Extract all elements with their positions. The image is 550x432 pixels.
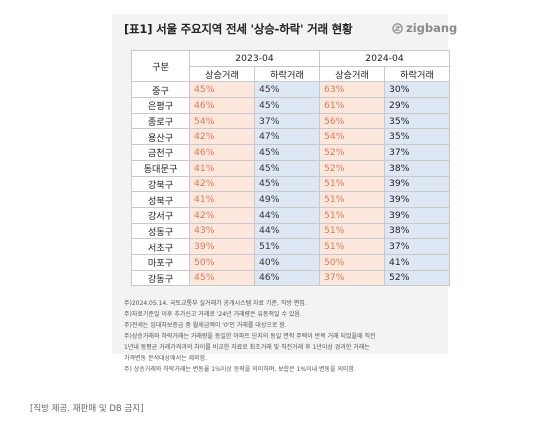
rise-2023-cell: 46%: [189, 144, 255, 161]
copyright-notice: [직방 제공. 재판매 및 DB 금지]: [30, 404, 144, 414]
fall-2023-cell: 44%: [254, 206, 320, 224]
period-2024-header: 2024-04: [319, 50, 450, 67]
period-2023-header: 2023-04: [189, 50, 320, 67]
region-cell: 성북구: [131, 191, 190, 208]
rise-2023-cell: 42%: [189, 128, 255, 146]
fall-2024-cell: 52%: [384, 269, 450, 287]
table-row: 성북구 41% 49% 51% 39%: [131, 191, 450, 208]
table-row: 강서구 42% 44% 51% 39%: [131, 206, 450, 224]
fall-2023-cell: 46%: [254, 269, 320, 287]
rise-2023-cell: 45%: [189, 81, 255, 99]
region-cell: 용산구: [131, 128, 190, 146]
fall-2023-cell: 37%: [254, 112, 320, 130]
table-row: 성동구 43% 44% 51% 38%: [131, 222, 450, 240]
rise-2024-cell: 63%: [319, 81, 385, 99]
footnote: 주)전세는 임대차보증금 중 월세금액이 '0'인 거래를 대상으로 함.: [124, 322, 287, 329]
rise-2024-cell: 56%: [319, 112, 385, 130]
transaction-table: 구분 2023-04 2024-04 상승거래 하락거래 상승거래 하락거래 중…: [131, 49, 450, 287]
brand-logo: zigbang: [392, 21, 457, 35]
sub-header-fall-2024: 하락거래: [384, 65, 450, 83]
sub-header-rise-2023: 상승거래: [189, 65, 255, 83]
region-cell: 중구: [131, 81, 190, 99]
fall-2023-cell: 49%: [254, 191, 320, 208]
rise-2023-cell: 46%: [189, 97, 255, 114]
rise-2024-cell: 52%: [319, 144, 385, 161]
fall-2023-cell: 51%: [254, 238, 320, 255]
region-cell: 강동구: [131, 269, 190, 287]
fall-2023-cell: 47%: [254, 128, 320, 146]
region-cell: 마포구: [131, 253, 190, 271]
region-cell: 서초구: [131, 238, 190, 255]
fall-2024-cell: 35%: [384, 128, 450, 146]
rise-2023-cell: 42%: [189, 175, 255, 193]
sub-header-fall-2023: 하락거래: [254, 65, 320, 83]
table-row: 동대문구 41% 45% 52% 38%: [131, 159, 450, 177]
sub-header-rise-2024: 상승거래: [319, 65, 385, 83]
region-header: 구분: [131, 49, 190, 83]
table-row: 금천구 46% 45% 52% 37%: [131, 144, 450, 161]
footnote: 주)자료기준일 이후 추가신고 거래로 '24년 거래량은 유동적일 수 있음.: [124, 311, 302, 318]
fall-2024-cell: 38%: [384, 222, 450, 240]
region-cell: 은평구: [131, 97, 190, 114]
rise-2023-cell: 39%: [189, 238, 255, 255]
rise-2024-cell: 52%: [319, 159, 385, 177]
fall-2023-cell: 45%: [254, 159, 320, 177]
region-cell: 강서구: [131, 206, 190, 224]
fall-2024-cell: 38%: [384, 159, 450, 177]
table-row: 서초구 39% 51% 51% 37%: [131, 238, 450, 255]
fall-2023-cell: 45%: [254, 97, 320, 114]
footnote: 주)상승거래와 하락거래는 거래량을 동일한 아파트 단지의 동일 면적 주택이…: [124, 333, 376, 340]
fall-2024-cell: 37%: [384, 144, 450, 161]
fall-2024-cell: 41%: [384, 253, 450, 271]
table-row: 중구 45% 45% 63% 30%: [131, 81, 450, 99]
region-cell: 강북구: [131, 175, 190, 193]
rise-2023-cell: 50%: [189, 253, 255, 271]
rise-2023-cell: 41%: [189, 191, 255, 208]
fall-2024-cell: 39%: [384, 206, 450, 224]
fall-2024-cell: 39%: [384, 175, 450, 193]
fall-2023-cell: 45%: [254, 81, 320, 99]
rise-2024-cell: 51%: [319, 238, 385, 255]
rise-2024-cell: 50%: [319, 253, 385, 271]
region-cell: 금천구: [131, 144, 190, 161]
fall-2023-cell: 45%: [254, 175, 320, 193]
rise-2024-cell: 51%: [319, 175, 385, 193]
footnotes: 주)2024.05.14. 국토교통부 실거래가 공개시스템 자료 기준, 직방…: [124, 298, 376, 375]
region-cell: 종로구: [131, 112, 190, 130]
fall-2024-cell: 30%: [384, 81, 450, 99]
rise-2024-cell: 51%: [319, 222, 385, 240]
table-row: 강동구 45% 46% 37% 52%: [131, 269, 450, 287]
footnote: 주) 상승거래와 하락거래는 변동율 1%이상 등락을 의미하며, 보합은 1%…: [124, 366, 356, 373]
rise-2024-cell: 51%: [319, 206, 385, 224]
footnote: 1년내 동평균 거래가격과의 차이를 비교한 자료로 최조거래 및 직전거래 후…: [124, 344, 370, 351]
fall-2023-cell: 44%: [254, 222, 320, 240]
zigbang-logo-icon: [392, 22, 403, 34]
rise-2024-cell: 37%: [319, 269, 385, 287]
table-row: 강북구 42% 45% 51% 39%: [131, 175, 450, 193]
fall-2023-cell: 40%: [254, 253, 320, 271]
rise-2024-cell: 51%: [319, 191, 385, 208]
rise-2023-cell: 45%: [189, 269, 255, 287]
table-row: 마포구 50% 40% 50% 41%: [131, 253, 450, 271]
rise-2024-cell: 54%: [319, 128, 385, 146]
table-row: 은평구 46% 45% 61% 29%: [131, 97, 450, 114]
rise-2023-cell: 43%: [189, 222, 255, 240]
table-row: 종로구 54% 37% 56% 35%: [131, 112, 450, 130]
region-cell: 동대문구: [131, 159, 190, 177]
fall-2024-cell: 35%: [384, 112, 450, 130]
rise-2023-cell: 54%: [189, 112, 255, 130]
footnote: 주)2024.05.14. 국토교통부 실거래가 공개시스템 자료 기준, 직방…: [124, 300, 307, 307]
brand-name: zigbang: [406, 21, 458, 35]
rise-2023-cell: 42%: [189, 206, 255, 224]
rise-2024-cell: 61%: [319, 97, 385, 114]
fall-2024-cell: 29%: [384, 97, 450, 114]
fall-2024-cell: 37%: [384, 238, 450, 255]
fall-2023-cell: 45%: [254, 144, 320, 161]
fall-2024-cell: 39%: [384, 191, 450, 208]
footnote: 가격변동 분석대상에서는 제외함.: [124, 355, 208, 362]
rise-2023-cell: 41%: [189, 159, 255, 177]
table-title: [표1] 서울 주요지역 전세 '상승-하락' 거래 현황: [124, 22, 353, 36]
table-row: 용산구 42% 47% 54% 35%: [131, 128, 450, 146]
region-cell: 성동구: [131, 222, 190, 240]
